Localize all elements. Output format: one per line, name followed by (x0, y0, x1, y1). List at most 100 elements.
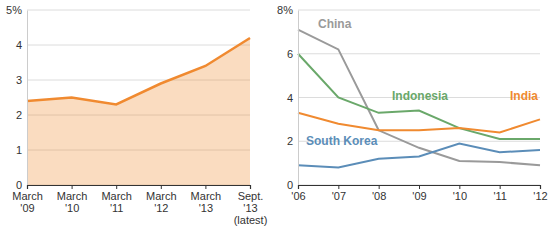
x-tick-label: March'12 (146, 190, 177, 214)
chart-0: 012345%March'09March'10March'11March'12M… (6, 4, 267, 226)
y-tick: 4 (287, 92, 298, 104)
y-tick-label: 1 (16, 144, 22, 156)
grid (298, 10, 540, 185)
grid (27, 10, 250, 185)
y-tick-label: 3 (16, 74, 22, 86)
x-tick-label: '11 (493, 190, 507, 202)
x-tick-label: Sept.'13(latest) (234, 190, 268, 226)
x-axis-line (28, 186, 251, 190)
x-tick-label-line: (latest) (234, 214, 268, 226)
x-tick: '06 (291, 185, 305, 202)
x-tick-label-line: '09 (412, 190, 426, 202)
x-tick-label: '09 (412, 190, 426, 202)
x-tick-label-line: March (12, 190, 43, 202)
x-tick-label: '12 (533, 190, 547, 202)
x-tick-label-line: '06 (291, 190, 305, 202)
y-tick-label: 6 (287, 48, 293, 60)
x-tick: '07 (332, 185, 346, 202)
x-axis: '06 '07 '08 '09 '10 '11 '12 (291, 185, 547, 202)
y-tick-label: 8% (277, 4, 293, 16)
y-tick-label: 2 (287, 135, 293, 147)
x-tick-label-line: '10 (65, 202, 79, 214)
x-tick-label: '08 (372, 190, 386, 202)
x-tick-label-line: '11 (110, 202, 124, 214)
area-fill (27, 38, 250, 185)
x-tick: '08 (372, 185, 386, 202)
grid-line (298, 10, 540, 11)
x-tick-label: March'10 (57, 190, 88, 214)
y-tick-label: 2 (16, 109, 22, 121)
plot-area (27, 38, 250, 185)
x-tick-mark (338, 185, 339, 189)
y-tick: 4 (16, 39, 27, 51)
x-tick-label: March'11 (101, 190, 132, 214)
x-tick-mark (500, 185, 501, 189)
x-tick-label: '10 (453, 190, 467, 202)
x-tick: March'12 (146, 185, 177, 214)
x-tick-mark (27, 185, 28, 189)
y-tick: 5% (6, 4, 27, 16)
x-tick: '10 (453, 185, 467, 202)
y-axis-line (298, 11, 299, 186)
x-tick: March'11 (101, 185, 132, 214)
x-tick-label-line: '13 (199, 202, 213, 214)
y-tick-label: 4 (16, 39, 22, 51)
y-tick-label: 4 (287, 92, 293, 104)
x-tick-label-line: '08 (372, 190, 386, 202)
x-tick-mark (250, 185, 251, 189)
x-tick: March'09 (12, 185, 43, 214)
x-tick-mark (298, 185, 299, 189)
x-tick-label: March'09 (12, 190, 43, 214)
x-axis-line (299, 186, 541, 190)
y-tick: 2 (287, 135, 298, 147)
grid-line (27, 45, 250, 46)
x-tick-label-line: '10 (453, 190, 467, 202)
x-tick-mark (116, 185, 117, 189)
x-tick-label-line: '07 (332, 190, 346, 202)
chart-1: ChinaIndonesiaIndiaSouth Korea02468%'06'… (277, 4, 548, 202)
grid-line (298, 53, 540, 54)
x-tick-label-line: March (146, 190, 177, 202)
series-line (298, 30, 540, 166)
series-line (298, 113, 540, 133)
x-tick-label: March'13 (191, 190, 222, 214)
y-tick: 1 (16, 144, 27, 156)
area-line (27, 38, 250, 105)
x-tick: March'13 (191, 185, 222, 214)
x-tick-label-line: '12 (154, 202, 168, 214)
y-tick: 8% (277, 4, 298, 16)
y-axis: 012345% (6, 4, 27, 191)
x-tick-label-line: '09 (20, 202, 34, 214)
x-tick-mark (379, 185, 380, 189)
series-label: China (318, 17, 352, 31)
series-line (298, 54, 540, 139)
series-label: South Korea (306, 134, 378, 148)
series-label: India (510, 89, 538, 103)
y-axis-line (27, 11, 28, 186)
chart-canvas: 012345%March'09March'10March'11March'12M… (0, 0, 554, 244)
series-label: Indonesia (392, 89, 448, 103)
x-tick-mark (540, 185, 541, 189)
x-tick-label-line: '12 (533, 190, 547, 202)
y-tick-label: 5% (6, 4, 22, 16)
x-tick-label-line: March (101, 190, 132, 202)
x-tick-label-line: March (191, 190, 222, 202)
x-tick-mark (459, 185, 460, 189)
x-tick-label-line: Sept. (238, 190, 264, 202)
x-tick: Sept.'13(latest) (234, 185, 268, 226)
x-tick: '11 (493, 185, 507, 202)
x-tick: March'10 (57, 185, 88, 214)
x-tick-mark (419, 185, 420, 189)
x-tick-label-line: March (57, 190, 88, 202)
x-tick-mark (72, 185, 73, 189)
x-tick-mark (205, 185, 206, 189)
x-tick-label: '06 (291, 190, 305, 202)
x-tick: '12 (533, 185, 547, 202)
x-tick-label-line: '11 (493, 190, 507, 202)
y-tick: 2 (16, 109, 27, 121)
y-tick: 3 (16, 74, 27, 86)
x-tick-label-line: '13 (243, 202, 257, 214)
y-axis: 02468% (277, 4, 298, 191)
y-tick: 6 (287, 48, 298, 60)
plot-area (298, 30, 540, 168)
